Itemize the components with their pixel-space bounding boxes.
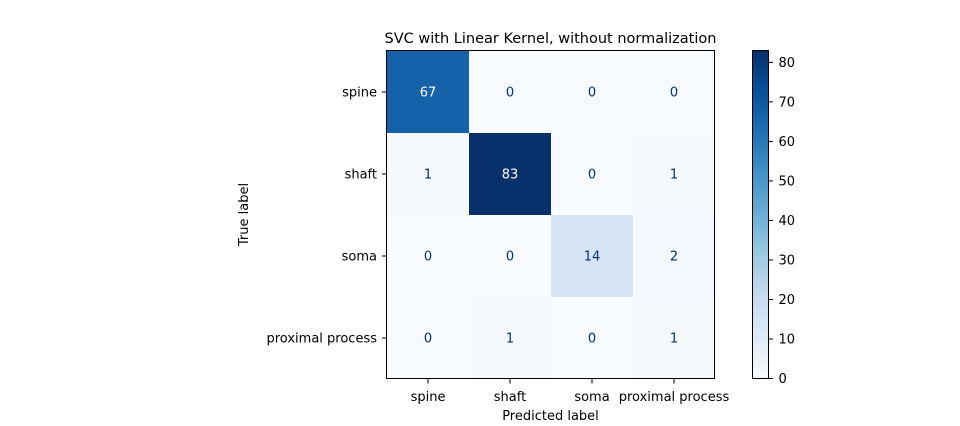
colorbar-tick-label: 60 [779, 135, 796, 150]
colorbar-ticks: 0 10 20 30 40 50 60 70 80 [768, 56, 796, 387]
colorbar-tick-label: 0 [779, 372, 787, 387]
heatmap-cell [551, 51, 634, 134]
heatmap-cell [551, 297, 634, 380]
cell-value-label: 1 [506, 332, 514, 347]
cell-value-label: 67 [420, 86, 437, 101]
heatmap-cell [551, 133, 634, 216]
plot-frame [386, 50, 715, 379]
cell-value-label: 0 [424, 250, 432, 265]
y-axis-label: True label [237, 183, 252, 247]
heatmap-cell [387, 297, 470, 380]
chart-title: SVC with Linear Kernel, without normaliz… [385, 31, 717, 47]
colorbar-tick-label: 40 [779, 214, 796, 229]
x-axis-label: Predicted label [502, 409, 599, 424]
cell-value-label: 83 [502, 168, 519, 183]
heatmap-cell [633, 297, 716, 380]
colorbar-tick-label: 80 [779, 56, 796, 71]
y-axis-ticks: spine shaft soma proximal process [267, 86, 387, 347]
colorbar-tick-label: 10 [779, 332, 796, 347]
x-tick-label: soma [574, 390, 609, 405]
heatmap-cell [633, 51, 716, 134]
x-tick-label: proximal process [619, 390, 730, 405]
heatmap-cell [469, 133, 552, 216]
cell-value-label: 0 [506, 86, 514, 101]
colorbar-tick-label: 70 [779, 95, 796, 110]
cell-value-label: 1 [424, 168, 432, 183]
cell-value-label: 1 [670, 168, 678, 183]
cell-value-label: 14 [584, 250, 601, 265]
colorbar-tick-label: 30 [779, 253, 796, 268]
heatmap-cell [551, 215, 634, 298]
x-tick-label: shaft [494, 390, 526, 405]
cell-value-label: 1 [670, 332, 678, 347]
cell-value-label: 0 [506, 250, 514, 265]
heatmap-cell [469, 215, 552, 298]
y-tick-label: proximal process [267, 332, 378, 347]
y-tick-label: soma [342, 250, 377, 265]
heatmap-cell [387, 133, 470, 216]
cell-value-labels: 67 0 0 0 1 83 0 1 0 0 14 2 0 1 0 1 [420, 86, 678, 347]
cell-value-label: 0 [588, 332, 596, 347]
x-axis-ticks: spine shaft soma proximal process [411, 379, 730, 405]
y-tick-label: shaft [345, 168, 377, 183]
cell-value-label: 0 [424, 332, 432, 347]
cell-value-label: 0 [588, 86, 596, 101]
colorbar-tick-label: 20 [779, 293, 796, 308]
heatmap-cell [387, 51, 470, 134]
heatmap-cell [633, 133, 716, 216]
x-tick-label: spine [411, 390, 446, 405]
heatmap-cell [633, 215, 716, 298]
colorbar [752, 50, 769, 379]
cell-value-label: 2 [670, 250, 678, 265]
y-tick-label: spine [342, 86, 377, 101]
heatmap-cell [469, 297, 552, 380]
heatmap-cell [469, 51, 552, 134]
heatmap-cell [387, 215, 470, 298]
heatmap-cells [387, 51, 716, 380]
colorbar-tick-label: 50 [779, 174, 796, 189]
cell-value-label: 0 [670, 86, 678, 101]
cell-value-label: 0 [588, 168, 596, 183]
